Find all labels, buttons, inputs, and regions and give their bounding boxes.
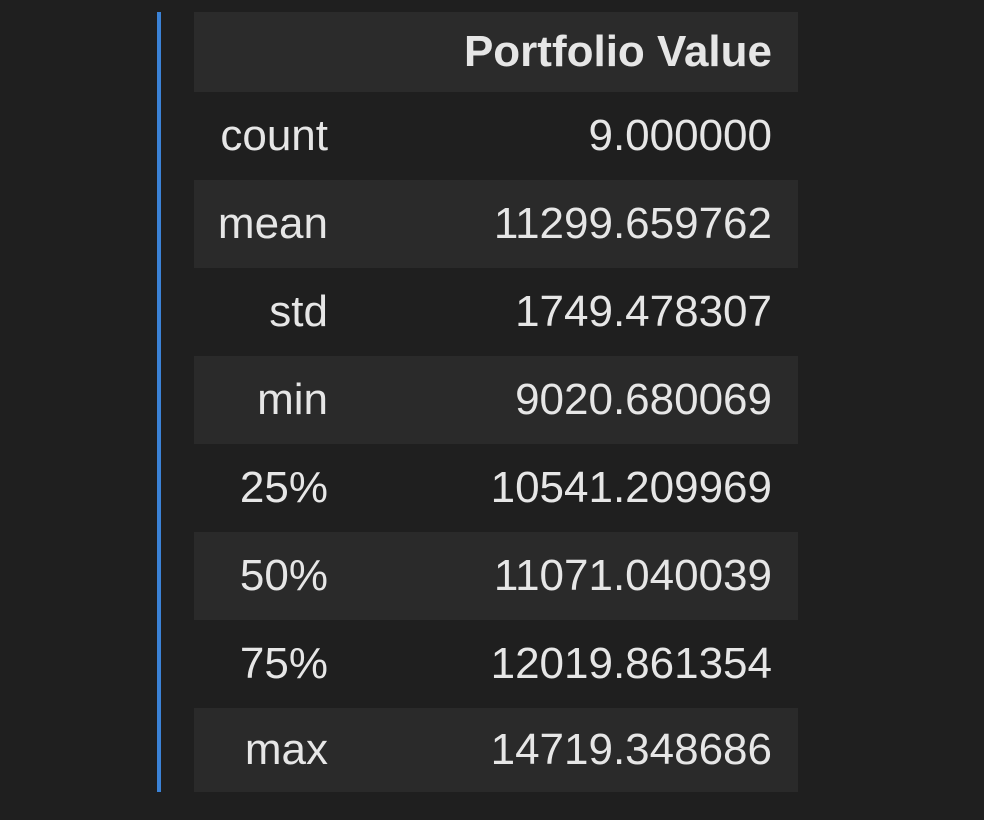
cell-focus-indicator[interactable]: [157, 12, 161, 792]
row-label: mean: [217, 199, 328, 248]
row-label: 75%: [239, 639, 328, 688]
table-row: 25% 10541.209969: [194, 444, 798, 532]
table-row: 50% 11071.040039: [194, 532, 798, 620]
row-value: 10541.209969: [490, 463, 772, 512]
row-label: std: [269, 287, 328, 336]
column-header-portfolio-value: Portfolio Value: [354, 12, 798, 92]
row-label: min: [257, 375, 328, 424]
row-label: max: [244, 725, 328, 774]
row-value: 11299.659762: [493, 199, 772, 248]
row-value: 1749.478307: [515, 287, 772, 336]
table-row: std 1749.478307: [194, 268, 798, 356]
row-label: 50%: [239, 551, 328, 600]
row-label: count: [220, 111, 328, 160]
table-row: max 14719.348686: [194, 708, 798, 792]
dataframe-describe-table: Portfolio Value count 9.000000 mean 1129…: [194, 12, 798, 792]
table-header-row: Portfolio Value: [194, 12, 798, 92]
row-value: 9020.680069: [515, 375, 772, 424]
table-row: min 9020.680069: [194, 356, 798, 444]
table-row: count 9.000000: [194, 92, 798, 180]
row-value: 14719.348686: [490, 725, 772, 774]
row-label: 25%: [239, 463, 328, 512]
row-value: 12019.861354: [490, 639, 772, 688]
table-row: mean 11299.659762: [194, 180, 798, 268]
index-header: [194, 12, 354, 92]
row-value: 11071.040039: [493, 551, 772, 600]
row-value: 9.000000: [588, 111, 772, 160]
table-row: 75% 12019.861354: [194, 620, 798, 708]
